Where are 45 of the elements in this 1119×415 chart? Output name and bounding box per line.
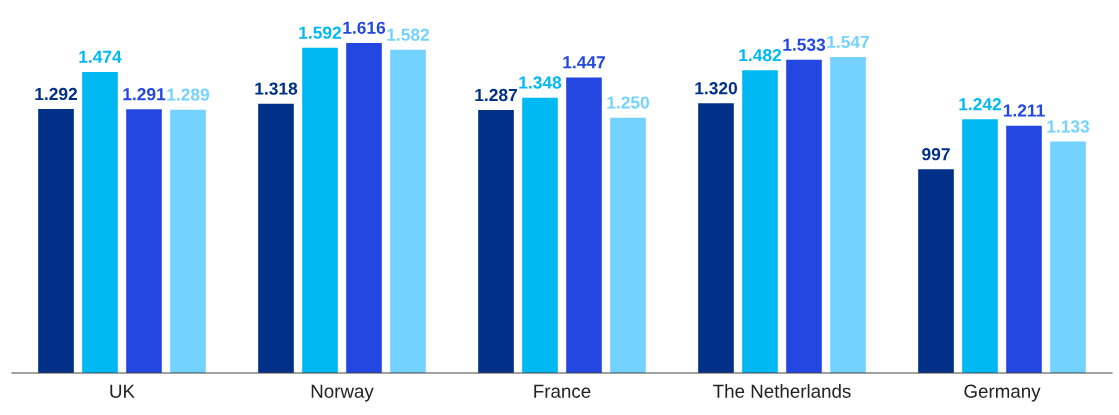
bar [258, 103, 294, 373]
bar [830, 57, 866, 373]
data-label: 1.242 [959, 98, 1002, 111]
x-tick-label: France [534, 384, 591, 398]
bar [742, 70, 778, 373]
data-label: 1.133 [1047, 120, 1090, 133]
bar [698, 103, 734, 373]
data-label: 1.482 [739, 49, 782, 62]
x-tick-label: The Netherlands [713, 384, 851, 398]
bar [1006, 125, 1042, 373]
bar [302, 47, 338, 373]
data-label: 1.547 [827, 35, 869, 49]
x-tick-label: Germany [964, 384, 1041, 402]
bar [566, 77, 602, 373]
data-label: 1.447 [563, 56, 605, 69]
bar [918, 169, 954, 373]
data-label: 1.291 [123, 88, 166, 101]
data-label: 1.582 [387, 28, 430, 41]
bar [346, 42, 382, 373]
data-label: 1.533 [783, 38, 826, 51]
bar [1050, 141, 1086, 373]
data-label: 1.348 [519, 76, 562, 89]
data-label: 1.289 [167, 88, 210, 101]
data-label: 1.287 [475, 88, 517, 102]
data-label: 1.250 [607, 96, 650, 109]
x-tick-label: Norway [311, 384, 374, 402]
bar [38, 109, 74, 373]
x-tick-label: UK [110, 384, 135, 398]
bar [962, 119, 998, 373]
data-label: 1.592 [299, 26, 342, 39]
data-label: 1.474 [79, 50, 122, 63]
bar [390, 49, 426, 373]
bar [170, 109, 206, 373]
bar [786, 59, 822, 373]
bar [610, 117, 646, 373]
data-label: 1.320 [695, 82, 738, 95]
data-label: 1.211 [1003, 104, 1045, 117]
bar [126, 109, 162, 373]
data-label: 997 [922, 148, 950, 161]
data-label: 1.318 [255, 82, 298, 95]
bar [478, 110, 514, 373]
data-label: 1.292 [35, 87, 78, 101]
data-label: 1.616 [343, 21, 386, 34]
bar [82, 71, 118, 373]
bar [522, 97, 558, 373]
